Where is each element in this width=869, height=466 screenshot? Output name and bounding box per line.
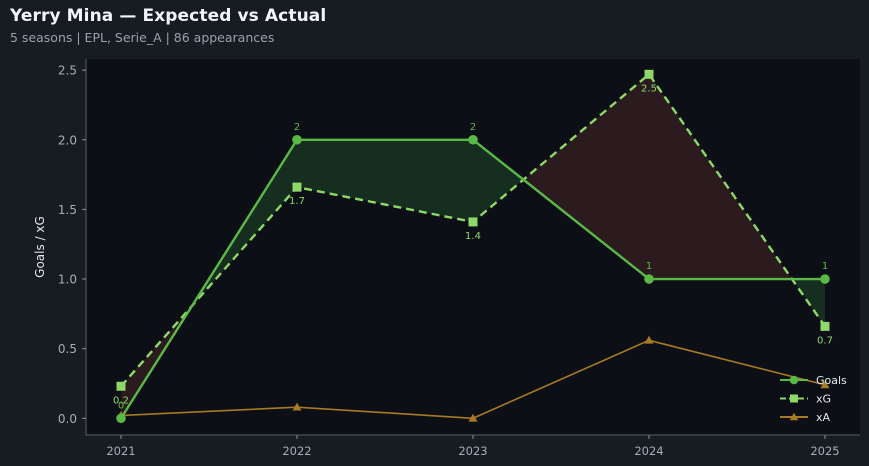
xg-point xyxy=(644,69,654,79)
xg-data-label: 1.7 xyxy=(289,196,305,207)
legend-marker xyxy=(790,394,798,403)
chart-subtitle: 5 seasons | EPL, Serie_A | 86 appearance… xyxy=(10,30,275,45)
xg-data-label: 0.2 xyxy=(113,395,129,406)
goals-data-label: 2 xyxy=(470,122,476,133)
x-tick-label: 2022 xyxy=(282,444,311,458)
goals-point xyxy=(644,274,654,284)
performance-fill xyxy=(473,139,524,222)
xg-data-label: 2.5 xyxy=(641,83,657,94)
x-tick-label: 2025 xyxy=(810,444,839,458)
xg-data-label: 0.7 xyxy=(817,335,833,346)
performance-fill xyxy=(297,139,473,222)
xa-point xyxy=(468,413,478,422)
legend-label: xG xyxy=(816,393,831,406)
xg-point xyxy=(468,217,478,227)
legend-marker xyxy=(789,375,799,385)
y-axis-label: Goals / xG xyxy=(33,216,47,278)
xa-point xyxy=(820,380,830,389)
goals-point xyxy=(116,413,126,424)
legend-marker xyxy=(789,412,799,421)
goals-data-label: 1 xyxy=(646,261,652,272)
goals-point xyxy=(292,134,302,145)
goals-point xyxy=(468,134,478,145)
goals-point xyxy=(820,274,830,284)
xg-point xyxy=(292,182,302,192)
xg-point xyxy=(820,321,830,331)
xa-point xyxy=(292,402,302,411)
goals-data-label: 0 xyxy=(118,400,124,411)
x-tick-label: 2021 xyxy=(106,444,135,458)
x-tick-label: 2023 xyxy=(458,444,487,458)
performance-fill xyxy=(523,74,649,280)
y-tick-label: 1.5 xyxy=(58,203,77,217)
y-tick-label: 0.0 xyxy=(58,412,77,426)
xg-data-label: 1.4 xyxy=(465,231,481,242)
y-tick-label: 2.0 xyxy=(58,133,77,147)
y-tick-label: 0.5 xyxy=(58,342,77,356)
xg-point xyxy=(116,381,126,391)
chart-title: Yerry Mina — Expected vs Actual xyxy=(10,6,327,26)
goals-data-label: 1 xyxy=(822,261,828,272)
x-tick-label: 2024 xyxy=(634,444,663,458)
legend-label: xA xyxy=(816,411,831,424)
legend-label: Goals xyxy=(816,374,847,387)
y-tick-label: 2.5 xyxy=(58,64,77,78)
goals-data-label: 2 xyxy=(294,122,300,133)
xa-point xyxy=(644,335,654,344)
y-tick-label: 1.0 xyxy=(58,273,77,287)
